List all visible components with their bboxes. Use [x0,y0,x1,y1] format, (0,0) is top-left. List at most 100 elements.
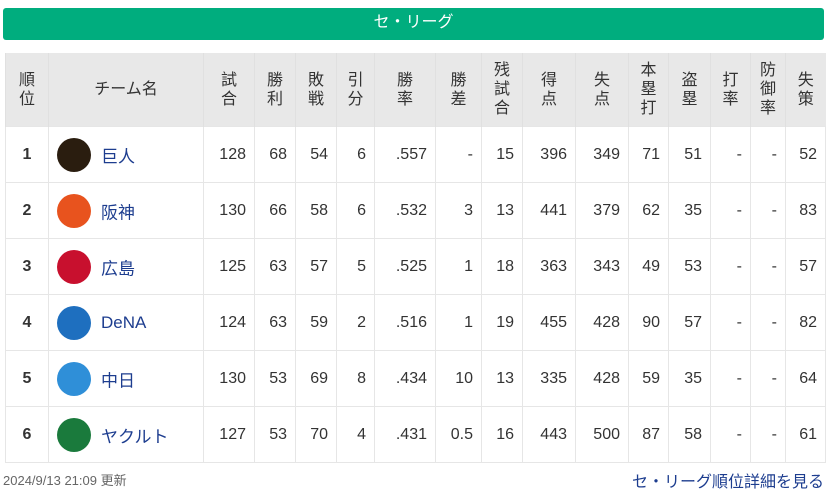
column-header-label: 防御率 [760,62,777,117]
stat-cell: 343 [575,238,629,295]
stat-cell: .525 [374,238,436,295]
stat-cell: 51 [668,126,711,183]
rank: 2 [5,182,49,239]
stat-cell: 10 [435,350,482,407]
stat-cell: - [710,406,751,463]
stat-cell: 53 [254,406,296,463]
stat-cell: 63 [254,238,296,295]
column-header-label: 敗戦 [308,71,325,108]
stat-cell: 35 [668,350,711,407]
stat-cell: 335 [522,350,576,407]
column-header: 勝差 [435,53,482,127]
table-row: 6 ヤクルト 127 53 70 4.431 0.5 16 443 500 87 58- -61 [5,406,826,463]
column-header: 防御率 [750,53,786,127]
column-header-label: 失策 [797,71,814,108]
stat-cell: 1 [435,238,482,295]
column-header-label: 打率 [722,71,739,108]
stat-cell: 127 [203,406,255,463]
rank: 1 [5,126,49,183]
stat-cell: 35 [668,182,711,239]
stat-cell: 5 [336,238,375,295]
table-row: 1 巨人 128 68 54 6.557-15 396 349 71 51- -52 [5,126,826,183]
column-header: 引分 [336,53,375,127]
team-name-link[interactable]: 阪神 [101,203,135,222]
stat-cell: 59 [295,294,337,351]
stat-cell: 3 [435,182,482,239]
stat-cell: .434 [374,350,436,407]
team-name-link[interactable]: 中日 [101,371,135,390]
column-header: 試合 [203,53,255,127]
stat-cell: - [710,126,751,183]
column-header: 失点 [575,53,629,127]
stat-cell: 62 [628,182,669,239]
team-cell[interactable]: 中日 [48,350,204,407]
stat-cell: .431 [374,406,436,463]
stat-cell: 8 [336,350,375,407]
stat-cell: 15 [481,126,523,183]
team-cell[interactable]: DeNA [48,294,204,351]
stat-cell: 441 [522,182,576,239]
stat-cell: 69 [295,350,337,407]
column-header-label: 勝差 [450,71,467,108]
stat-cell: - [750,350,786,407]
column-header: 本塁打 [628,53,669,127]
stat-cell: - [750,238,786,295]
standings-detail-link[interactable]: セ・リーグ順位詳細を見る [631,474,824,491]
team-cell[interactable]: 巨人 [48,126,204,183]
stat-cell: 58 [295,182,337,239]
rank: 5 [5,350,49,407]
team-cell[interactable]: 阪神 [48,182,204,239]
stat-cell: 61 [785,406,826,463]
stat-cell: 349 [575,126,629,183]
team-name-link[interactable]: 広島 [101,259,135,278]
stat-cell: 125 [203,238,255,295]
stat-cell: 71 [628,126,669,183]
stat-cell: 396 [522,126,576,183]
table-row: 2 阪神 130 66 58 6.532 3 13 441 379 62 35- -83 [5,182,826,239]
baystars-logo [57,305,91,340]
stat-cell: 379 [575,182,629,239]
stat-cell: 57 [785,238,826,295]
stat-cell: 13 [481,182,523,239]
stat-cell: 13 [481,350,523,407]
stat-cell: 90 [628,294,669,351]
stat-cell: 49 [628,238,669,295]
stat-cell: 4 [336,406,375,463]
dragons-logo [57,361,91,396]
stat-cell: 18 [481,238,523,295]
stat-cell: 83 [785,182,826,239]
stat-cell: - [710,350,751,407]
stat-cell: .557 [374,126,436,183]
team-name-link[interactable]: ヤクルト [101,427,169,446]
stat-cell: 70 [295,406,337,463]
stat-cell: 53 [254,350,296,407]
column-header-label: 引分 [347,71,364,108]
stat-cell: 128 [203,126,255,183]
column-header-label: 試合 [221,71,238,108]
column-header-label: チーム名 [94,81,158,98]
stat-cell: 428 [575,294,629,351]
column-header: 勝率 [374,53,436,127]
stat-cell: 66 [254,182,296,239]
column-header: 失策 [785,53,826,127]
stat-cell: 6 [336,182,375,239]
team-cell[interactable]: 広島 [48,238,204,295]
stat-cell: 500 [575,406,629,463]
stat-cell: 2 [336,294,375,351]
stat-cell: 64 [785,350,826,407]
carp-logo [57,249,91,284]
stat-cell: 87 [628,406,669,463]
stat-cell: 63 [254,294,296,351]
stat-cell: .532 [374,182,436,239]
header-row: 順位 チーム名 試合 勝利 敗戦 引分 勝率 勝差 残試合 得点 失点 本塁打 盗塁 打率 防御率 失策 [5,53,826,127]
stat-cell: 57 [295,238,337,295]
stat-cell: - [750,182,786,239]
team-name-link[interactable]: 巨人 [101,147,135,166]
team-cell[interactable]: ヤクルト [48,406,204,463]
stat-cell: 130 [203,350,255,407]
column-header: 盗塁 [668,53,711,127]
column-header-label: 勝利 [267,71,284,108]
stat-cell: 124 [203,294,255,351]
team-name-link[interactable]: DeNA [101,312,147,332]
swallows-logo [57,417,91,452]
